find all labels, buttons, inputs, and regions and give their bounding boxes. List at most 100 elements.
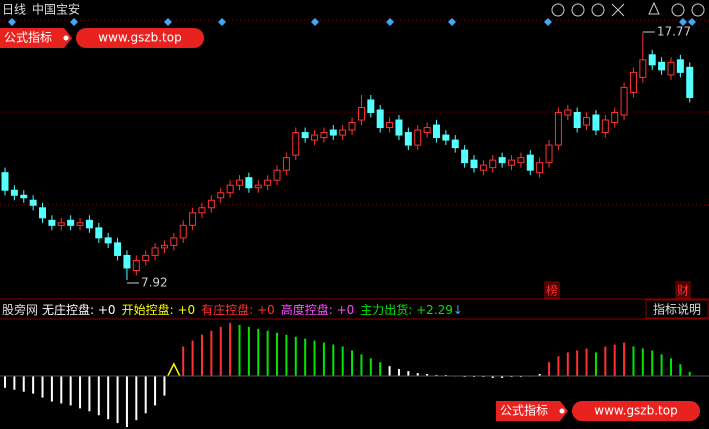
candle-body [554,111,562,146]
indicator-bar [548,362,551,376]
candle-body [339,129,347,136]
indicator-bar [182,346,185,376]
watermark-tag [0,28,72,48]
legend-label: 高度控盘: [281,302,337,317]
indicator-bar [604,346,607,376]
indicator-bar [623,342,626,376]
candle-body [151,247,159,256]
indicator-bar [50,375,53,402]
candle-body [348,122,356,131]
candle-body [508,159,516,166]
candle-body [676,59,684,73]
indicator-bar [407,371,410,376]
candle-body [536,162,544,174]
legend-value: +0 [177,303,195,317]
candle-body [132,259,140,271]
candle-body [432,124,440,139]
play-icon[interactable] [591,3,605,17]
candle-body [67,219,75,226]
candle-body [207,199,215,209]
legend-label: 无庄控盘: [42,302,98,317]
indicator-bar [285,334,288,376]
indicator-bar [679,364,682,376]
candle-body [254,184,262,189]
candle-body [470,159,478,169]
candle-body [142,254,150,261]
indicator-help-button[interactable]: 指标说明 [653,302,701,317]
indicator-bar [200,334,203,376]
indicator-bar [416,373,419,376]
bell-icon[interactable] [648,1,660,15]
candle-body [573,111,581,129]
indicator-bar [32,375,35,394]
watermark-url-box [572,401,700,421]
candle-body [311,134,319,141]
indicator-bar [88,375,91,412]
indicator-bar [651,350,654,376]
candle-body [601,119,609,134]
candle-body [592,114,600,131]
indicator-bar [538,374,541,376]
indicator-bar [79,375,82,409]
watermark-tag [496,401,568,421]
candle-body [639,59,647,78]
eye-icon[interactable] [551,3,565,17]
clock-icon[interactable] [571,3,585,17]
indicator-bar [116,375,119,424]
event-marker [70,18,78,26]
indicator-bar [491,375,494,378]
watermark-url: www.gszb.top [594,404,677,418]
candle-body [292,132,300,156]
zoom-in-icon[interactable] [671,3,685,17]
candle-body [95,227,103,239]
candle-body [461,149,469,164]
candle-body [442,134,450,141]
indicator-bar [557,356,560,376]
indicator-legend: 股旁网 无庄控盘: +0 开始控盘: +0 有庄控盘: +0 高度控盘: +0 主力出货:… [2,302,463,317]
scissors-icon[interactable] [611,3,625,17]
candle-body [114,242,122,256]
indicator-bar [276,332,279,376]
indicator-bar [107,375,110,420]
annotation-label: 7.92 [141,276,168,290]
indicator-bar [594,352,597,376]
candle-body [123,254,131,269]
zoom-out-icon[interactable] [691,3,705,17]
period[interactable]: 日线 [2,3,26,17]
candle-body [667,61,675,76]
candle-body [564,109,572,116]
indicator-bar [229,322,232,376]
indicator-bar [266,330,269,376]
candle-body [236,179,243,186]
candle-body [160,244,168,249]
candle-body [629,71,637,93]
candle-body [498,157,506,164]
toolbar [551,1,705,17]
indicator-bar [379,362,382,376]
indicator-bar [210,330,213,376]
legend-value: +0 [337,303,355,317]
candle-body [179,224,187,239]
indicator-bar [660,354,663,376]
candle-body [423,127,431,134]
marker-label: 榜 [546,283,558,298]
indicator-bar [4,375,6,388]
candle-body [273,169,281,181]
indicator-bar [294,336,297,376]
indicator-bar [22,375,25,392]
indicator-bar [163,375,166,396]
candle-body [395,119,403,136]
event-marker [164,18,172,26]
candle-body [611,111,619,124]
indicator-bar [154,375,157,406]
indicator-bar [238,324,241,376]
candle-body [1,172,9,191]
candle-body [282,157,290,171]
candle-body [686,66,694,98]
candle-body [170,237,178,246]
candle-body [386,122,394,129]
legend-label: 主力出货: [360,302,416,317]
button-box[interactable] [645,299,709,319]
